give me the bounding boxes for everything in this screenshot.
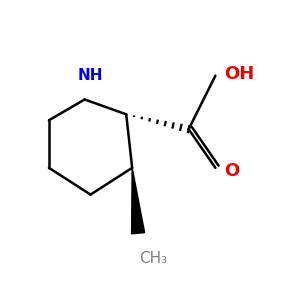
Text: OH: OH [224,65,255,83]
Text: O: O [224,162,240,180]
Text: CH₃: CH₃ [139,251,167,266]
Text: NH: NH [78,68,103,83]
Polygon shape [132,168,145,234]
